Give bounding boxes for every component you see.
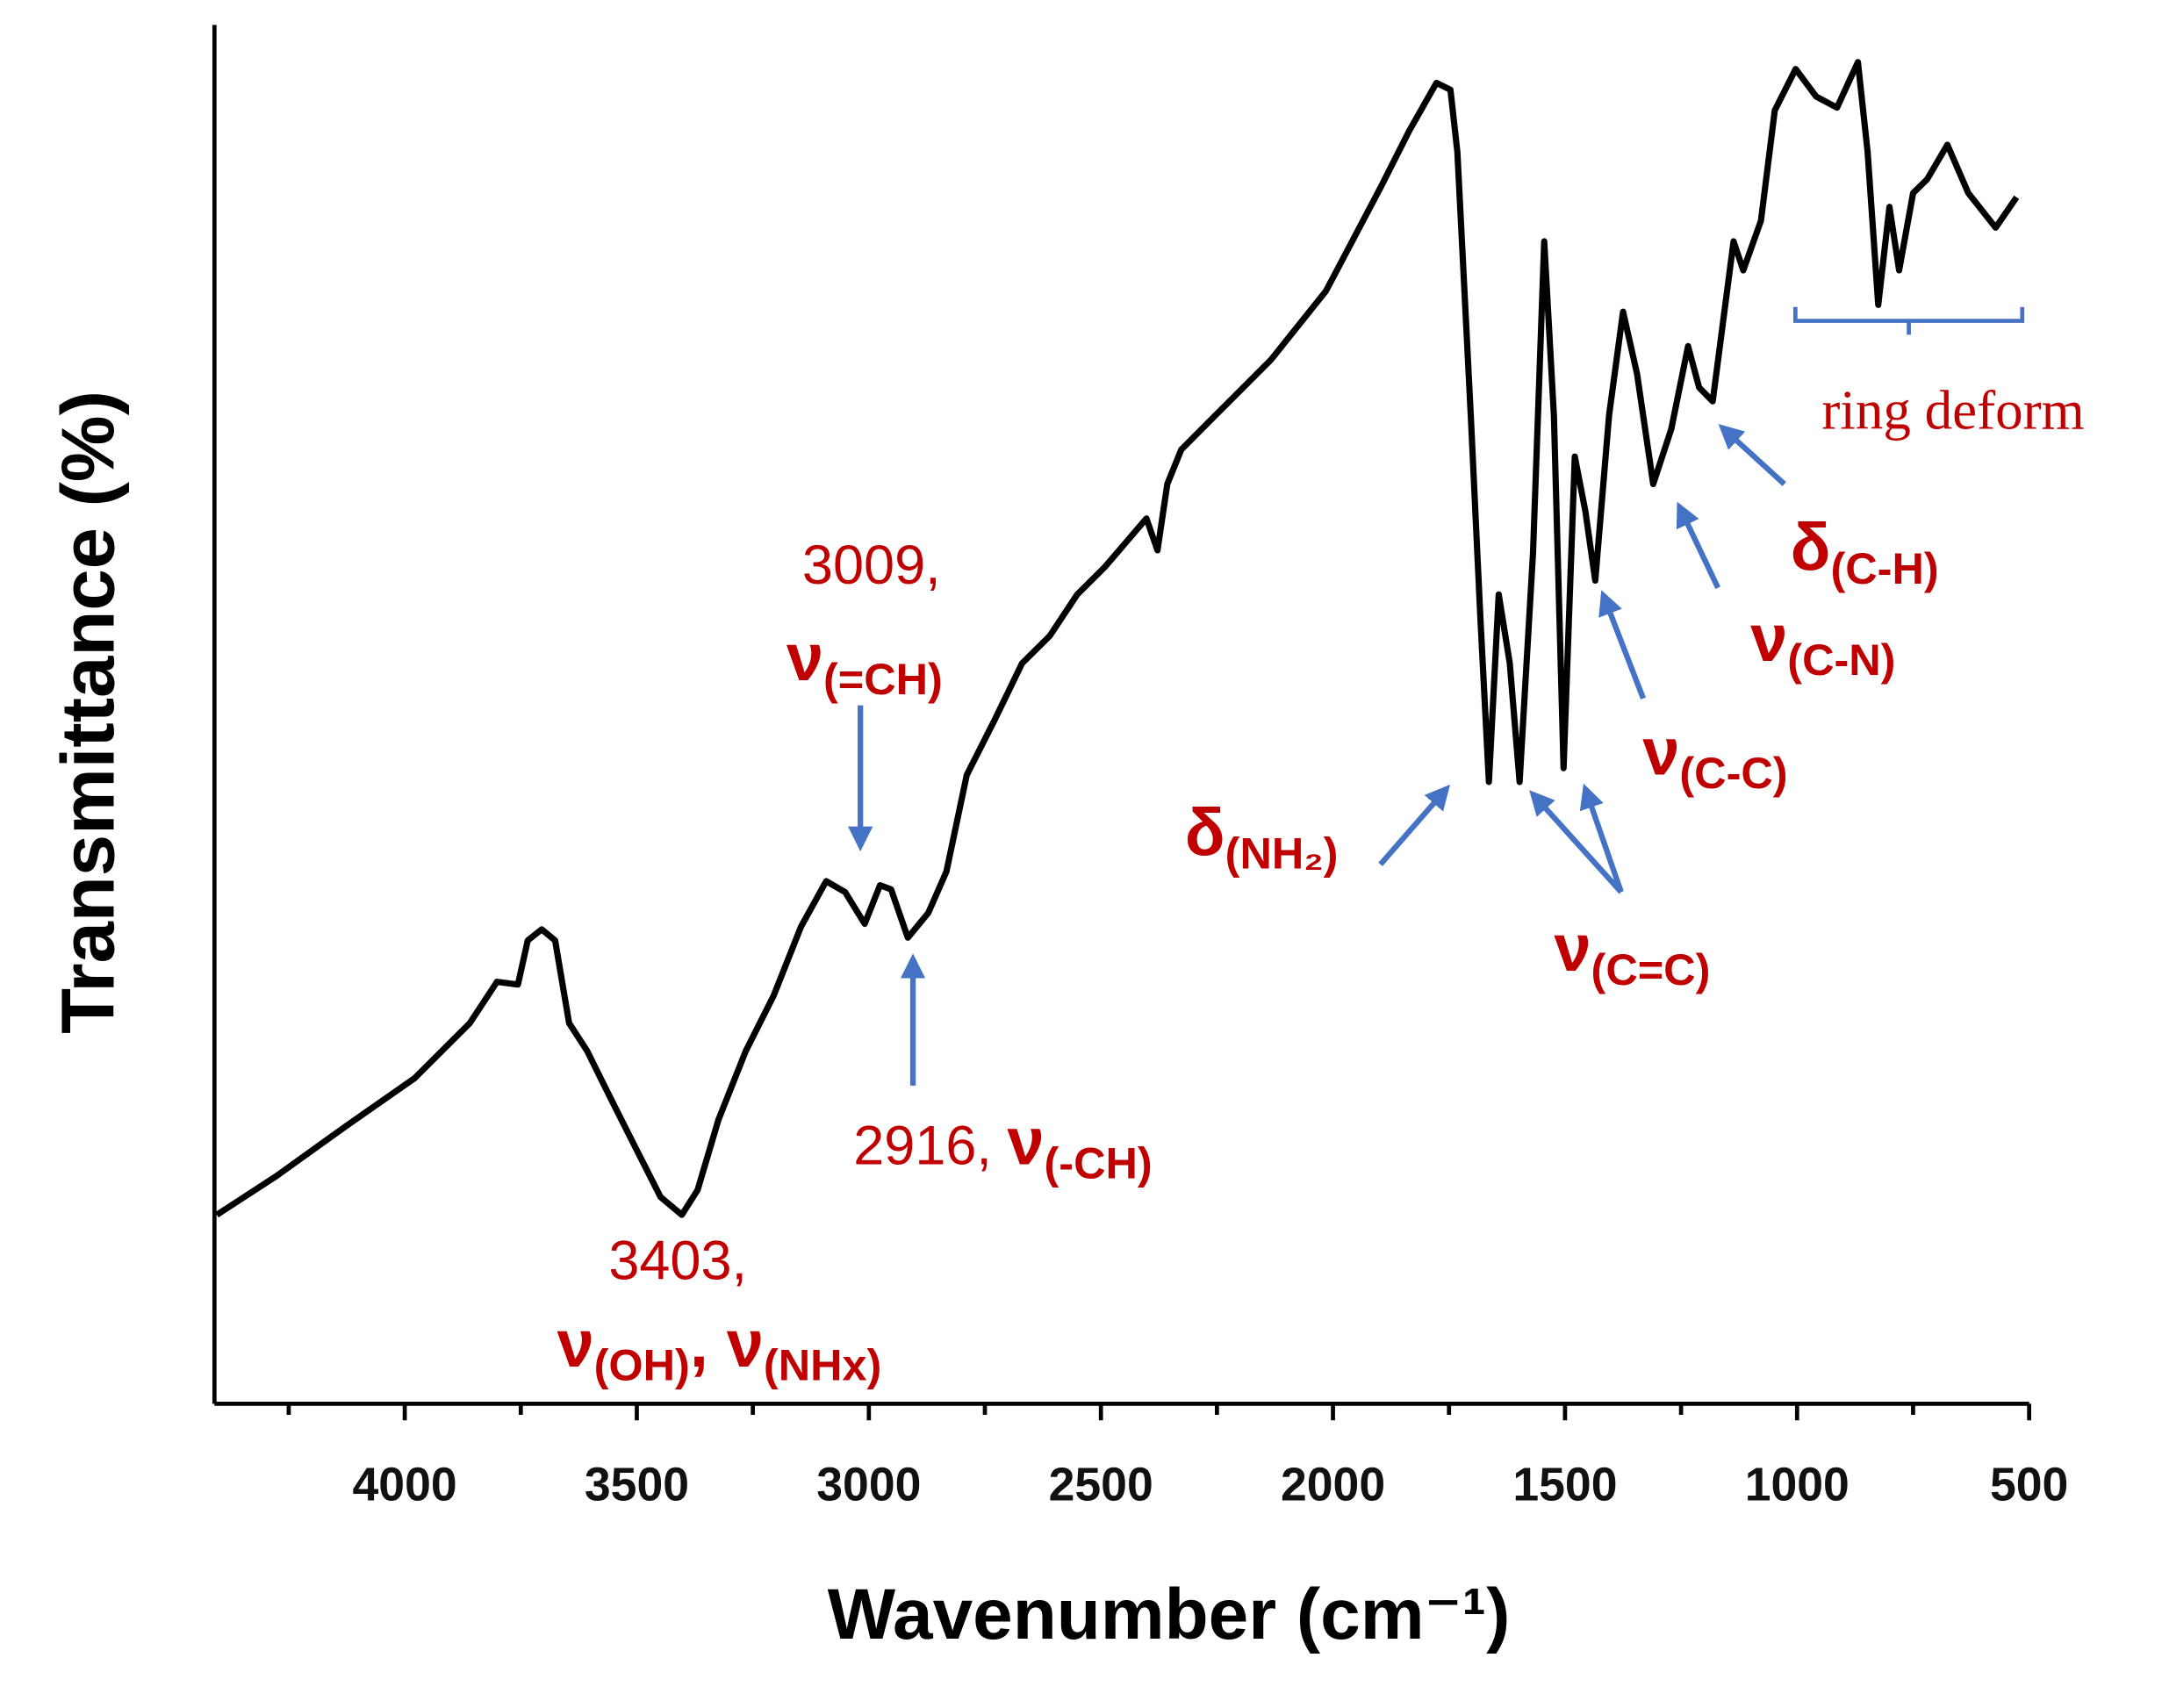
annotation-part: δ bbox=[1185, 796, 1225, 870]
x-tick-label: 3000 bbox=[816, 1460, 921, 1511]
annotation-part: (C-H) bbox=[1830, 543, 1938, 593]
annotation-part: ν bbox=[1554, 912, 1591, 986]
annotation-part: (OH) bbox=[594, 1340, 690, 1390]
annotation-part: 3009, bbox=[802, 535, 941, 596]
annotation-part: 2916, bbox=[853, 1116, 1007, 1177]
x-tick-label: 4000 bbox=[353, 1460, 457, 1511]
annotation: δ(C-H) bbox=[1791, 511, 1939, 593]
annotation: ν(=CH) bbox=[787, 621, 943, 704]
annotation-part: ν bbox=[1642, 715, 1679, 789]
annotation: ν(C-C) bbox=[1642, 715, 1787, 798]
x-tick-label: 1500 bbox=[1512, 1460, 1617, 1511]
spectrum-line bbox=[215, 59, 2020, 1218]
x-axis-label: Wavenumber (cm⁻¹) bbox=[828, 1575, 1511, 1654]
x-tick-label: 3500 bbox=[585, 1460, 689, 1511]
annotation-part: ν bbox=[1007, 1106, 1044, 1180]
arrow bbox=[1378, 784, 1451, 866]
annotation: 3403, bbox=[608, 1231, 747, 1292]
arrow bbox=[1718, 424, 1786, 486]
annotation: 3009, bbox=[802, 535, 941, 596]
annotation-part: , ν bbox=[690, 1308, 764, 1381]
annotation-part: (C-C) bbox=[1679, 748, 1787, 798]
annotation: 2916, ν(-CH) bbox=[853, 1106, 1152, 1188]
y-axis-label: Transmittance (%) bbox=[47, 391, 130, 1034]
arrow bbox=[1598, 590, 1646, 700]
bracket-label: ring deform bbox=[1821, 379, 2084, 441]
annotation-part: ν bbox=[1750, 602, 1787, 676]
x-tick-label: 2000 bbox=[1281, 1460, 1385, 1511]
annotation-part: (NH₂) bbox=[1225, 829, 1339, 879]
annotation-part: (C=C) bbox=[1591, 944, 1711, 994]
annotation: δ(NH₂) bbox=[1185, 796, 1339, 879]
annotation-part: (NHx) bbox=[764, 1340, 881, 1390]
annotation-part: 3403, bbox=[608, 1231, 747, 1292]
x-tick-label: 1000 bbox=[1745, 1460, 1850, 1511]
arrow bbox=[1529, 790, 1624, 894]
annotation-part: ν bbox=[557, 1308, 594, 1381]
bracket bbox=[1792, 306, 2025, 335]
annotation-part: δ bbox=[1791, 511, 1831, 585]
annotation-part: (-CH) bbox=[1045, 1138, 1153, 1188]
x-tick-label: 2500 bbox=[1049, 1460, 1153, 1511]
arrow bbox=[1676, 501, 1720, 590]
annotation: ν(OH), ν(NHx) bbox=[557, 1308, 882, 1390]
annotation-part: ν bbox=[787, 621, 823, 695]
arrow bbox=[1579, 783, 1624, 893]
annotation-part: (C-N) bbox=[1787, 635, 1895, 685]
annotation: ν(C-N) bbox=[1750, 602, 1895, 685]
annotation: ν(C=C) bbox=[1554, 912, 1710, 994]
annotation-part: (=CH) bbox=[823, 654, 943, 704]
x-tick-label: 500 bbox=[1990, 1460, 2068, 1511]
